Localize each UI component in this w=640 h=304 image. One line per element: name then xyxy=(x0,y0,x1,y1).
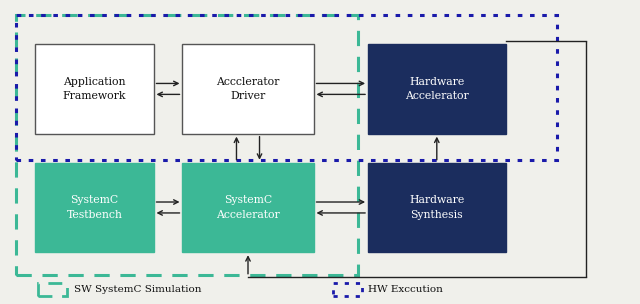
Bar xyxy=(38,283,67,296)
Text: Application
Framework: Application Framework xyxy=(63,77,126,101)
Bar xyxy=(16,15,358,275)
Text: SystemC
Accelerator: SystemC Accelerator xyxy=(216,195,280,220)
Text: Hardware
Accelerator: Hardware Accelerator xyxy=(405,77,468,101)
Bar xyxy=(368,163,506,252)
Bar xyxy=(35,44,154,134)
Bar xyxy=(182,44,314,134)
Bar xyxy=(333,283,362,296)
Text: HW Exccution: HW Exccution xyxy=(368,285,443,294)
Text: SystemC
Testbench: SystemC Testbench xyxy=(67,195,122,220)
Text: Accclerator
Driver: Accclerator Driver xyxy=(216,77,280,101)
Bar xyxy=(16,15,557,160)
Text: Hardware
Synthesis: Hardware Synthesis xyxy=(409,195,465,220)
Bar xyxy=(182,163,314,252)
Bar xyxy=(368,44,506,134)
Bar xyxy=(35,163,154,252)
Text: SW SystemC Simulation: SW SystemC Simulation xyxy=(74,285,201,294)
